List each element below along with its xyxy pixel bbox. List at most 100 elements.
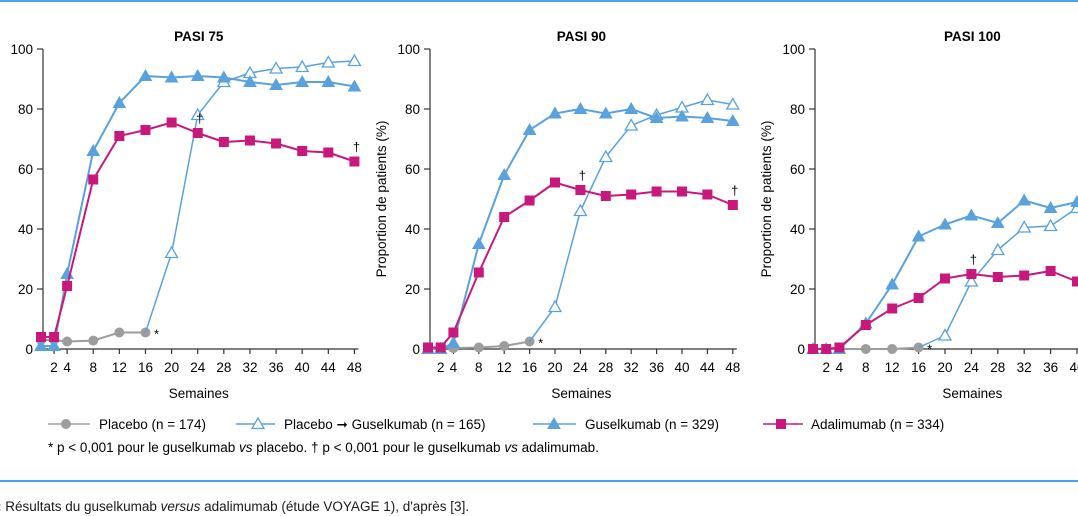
data-point-adalimumab <box>1045 266 1056 276</box>
x-tick-label: 48 <box>725 360 740 375</box>
data-point-adalimumab <box>435 342 446 353</box>
footnote-part: adalimumab. <box>518 440 599 455</box>
legend-item: Placebo (n = 174) <box>48 417 206 432</box>
data-point-adalimumab <box>36 332 46 342</box>
data-point-adalimumab <box>62 281 73 291</box>
x-tick-label: 8 <box>862 360 870 375</box>
data-point-guselkumab <box>938 217 952 230</box>
y-tick-label: 20 <box>18 282 33 297</box>
chart-panel-2 <box>421 48 740 354</box>
data-point-guselkumab <box>164 70 179 83</box>
data-point-guselkumab <box>990 215 1005 228</box>
y-tick-label: 80 <box>405 102 420 117</box>
data-point-adalimumab <box>524 195 535 206</box>
x-tick-label: 8 <box>475 360 483 375</box>
data-point-adalimumab <box>473 267 484 278</box>
data-point-adalimumab <box>297 146 308 156</box>
caption-text-b: adalimumab (étude VOYAGE 1), d'après [3]… <box>200 499 470 514</box>
series-adalimumab <box>423 177 738 353</box>
data-point-guselkumab <box>573 101 588 114</box>
x-tick-label: 2 <box>50 360 58 375</box>
data-point-guselkumab <box>548 106 562 119</box>
y-axis-label: Proportion de patients (%) <box>759 121 774 278</box>
legend: Placebo (n = 174) Placebo ➞ Guselkumab (n… <box>48 416 944 432</box>
data-point-adalimumab <box>550 177 560 188</box>
x-tick-label: 44 <box>321 360 337 375</box>
series-guselkumab <box>34 68 362 351</box>
x-tick-label: 40 <box>1069 360 1078 375</box>
x-tick-label: 40 <box>295 360 310 375</box>
data-point-adalimumab <box>88 174 99 185</box>
significance-marker: † <box>970 252 977 267</box>
significance-marker: † <box>579 168 586 183</box>
data-point-adalimumab <box>192 128 203 138</box>
data-point-placebo-guselkumab <box>598 149 613 163</box>
data-point-adalimumab <box>808 344 818 354</box>
data-point-adalimumab <box>677 186 687 197</box>
data-point-adalimumab <box>140 125 151 135</box>
data-point-guselkumab <box>964 208 979 221</box>
data-point-guselkumab <box>1070 194 1078 207</box>
y-tick-label: 60 <box>790 162 805 177</box>
data-point-guselkumab <box>700 110 715 123</box>
data-point-adalimumab <box>323 147 334 158</box>
y-tick-label: 0 <box>25 342 33 357</box>
data-point-placebo-guselkumab <box>190 107 205 121</box>
y-tick-label: 20 <box>790 282 805 297</box>
series-adalimumab <box>808 266 1078 354</box>
x-tick-label: 36 <box>1043 360 1058 375</box>
series-placebo-guselkumab <box>144 53 362 333</box>
data-point-guselkumab <box>471 236 486 249</box>
data-point-guselkumab <box>347 79 362 92</box>
data-point-adalimumab <box>821 344 832 354</box>
significance-marker: * <box>927 342 932 357</box>
data-point-adalimumab <box>626 189 637 200</box>
footnote: * p < 0,001 pour le guselkumab vs placeb… <box>48 440 599 455</box>
x-tick-label: 20 <box>164 360 179 375</box>
x-tick-label: 28 <box>990 360 1005 375</box>
data-point-placebo-guselkumab <box>700 92 715 106</box>
legend-item: Placebo ➞ Guselkumab (n = 165) <box>236 416 486 432</box>
x-tick-label: 20 <box>937 360 952 375</box>
data-point-placebo-guselkumab <box>964 274 979 287</box>
data-point-guselkumab <box>725 113 740 126</box>
x-tick-label: 4 <box>836 360 844 375</box>
data-point-adalimumab <box>966 269 977 279</box>
y-tick-label: 100 <box>10 42 33 57</box>
legend-item: Guselkumab (n = 329) <box>533 416 719 432</box>
series-line-placebo-guselkumab <box>528 99 733 342</box>
x-tick-label: 20 <box>547 360 562 375</box>
x-tick-label: 12 <box>497 360 512 375</box>
data-point-placebo-guselkumab <box>573 203 588 217</box>
legend-marker <box>776 419 786 429</box>
x-tick-label: 32 <box>1017 360 1032 375</box>
data-point-guselkumab <box>190 68 205 81</box>
series-line-placebo-guselkumab <box>144 60 355 333</box>
data-point-guselkumab <box>624 101 639 114</box>
data-point-placebo <box>499 341 510 351</box>
data-point-adalimumab <box>349 156 360 167</box>
series-guselkumab <box>421 101 740 354</box>
data-point-guselkumab <box>34 338 48 351</box>
y-tick-label: 20 <box>405 282 420 297</box>
data-point-guselkumab <box>911 229 926 242</box>
x-tick-label: 4 <box>450 360 458 375</box>
data-point-adalimumab <box>166 117 177 128</box>
y-tick-label: 60 <box>405 162 420 177</box>
data-point-placebo-guselkumab <box>295 59 310 73</box>
data-point-placebo <box>887 344 898 354</box>
x-axis-label: Semaines <box>942 386 1002 401</box>
series-placebo-guselkumab <box>528 92 740 342</box>
data-point-adalimumab <box>1072 276 1078 287</box>
data-point-guselkumab <box>216 70 231 83</box>
x-tick-label: 2 <box>822 360 830 375</box>
significance-marker: † <box>353 140 360 155</box>
caption-text-a: Résultats du guselkumab <box>1 499 161 514</box>
y-tick-label: 0 <box>797 342 805 357</box>
data-point-placebo-guselkumab <box>321 55 336 68</box>
footnote-part: vs <box>504 440 518 455</box>
data-point-placebo <box>62 336 73 347</box>
data-point-guselkumab <box>112 95 127 108</box>
legend-marker <box>250 416 266 430</box>
